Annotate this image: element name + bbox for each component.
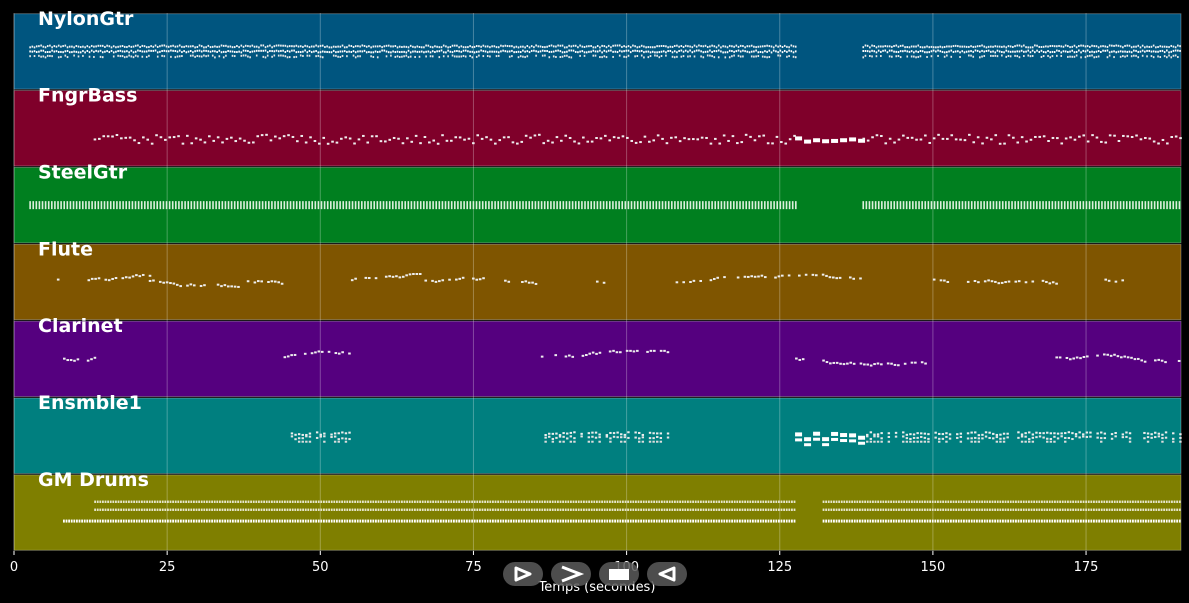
track-notes xyxy=(93,133,1182,145)
track-notes xyxy=(29,44,1181,59)
note-segment xyxy=(283,350,351,359)
triangle-left-icon xyxy=(658,566,676,582)
chevron-right-icon xyxy=(561,565,585,583)
note-segment xyxy=(87,273,152,282)
note-segment xyxy=(862,133,1182,145)
track-lane xyxy=(13,90,1182,167)
note-segment xyxy=(63,500,796,523)
note-segment xyxy=(93,133,796,145)
note-segment xyxy=(504,279,538,285)
note-segment xyxy=(1055,353,1181,364)
track-label: Ensmble1 xyxy=(38,392,142,414)
note-segment xyxy=(932,278,1058,285)
back-button[interactable] xyxy=(647,562,687,586)
track-lane xyxy=(13,474,1182,551)
note-segment xyxy=(595,280,606,284)
play-outline-icon xyxy=(514,566,532,582)
note-segment xyxy=(148,279,240,288)
note-segment xyxy=(795,357,927,367)
notes-layer xyxy=(29,44,1182,523)
track-lane xyxy=(13,320,1182,397)
x-tick-label: 50 xyxy=(312,560,329,575)
note-segment xyxy=(866,431,1182,443)
track-label: SteelGtr xyxy=(38,161,128,183)
note-segment xyxy=(350,273,422,282)
note-segment xyxy=(795,431,866,447)
track-notes xyxy=(29,201,1181,210)
grid-layer xyxy=(13,13,1087,551)
note-segment xyxy=(56,278,60,281)
labels-layer: NylonGtr FngrBass SteelGtr Flute Clarinet Ens… xyxy=(38,8,149,491)
track-label: Clarinet xyxy=(38,315,123,337)
note-segment xyxy=(795,136,866,144)
playback-controls xyxy=(503,562,693,586)
note-segment xyxy=(63,356,97,362)
note-segment xyxy=(29,44,797,59)
note-segment xyxy=(1104,278,1125,283)
x-tick-label: 25 xyxy=(159,560,176,575)
note-segment xyxy=(246,280,284,285)
track-notes xyxy=(63,500,1181,523)
x-tick-label: 175 xyxy=(1074,560,1099,575)
x-tick-label: 0 xyxy=(10,560,18,575)
track-label: NylonGtr xyxy=(38,8,134,30)
note-segment xyxy=(822,500,1181,523)
x-tick-label: 150 xyxy=(920,560,945,575)
note-segment xyxy=(29,201,797,210)
play-button[interactable] xyxy=(503,562,543,586)
track-label: Flute xyxy=(38,238,93,260)
track-lane xyxy=(13,397,1182,474)
note-segment xyxy=(424,276,485,283)
note-segment xyxy=(544,431,670,443)
stop-button[interactable] xyxy=(599,562,639,586)
note-segment xyxy=(675,273,862,284)
note-segment xyxy=(862,44,1181,59)
x-tick-label: 75 xyxy=(465,560,482,575)
note-segment xyxy=(540,349,670,358)
stop-icon xyxy=(609,569,629,580)
track-notes xyxy=(290,431,1182,447)
x-tick-label: 125 xyxy=(767,560,792,575)
note-segment xyxy=(290,431,351,443)
track-notes xyxy=(63,349,1181,367)
track-label: FngrBass xyxy=(38,85,137,107)
note-segment xyxy=(862,201,1181,210)
track-notes xyxy=(56,273,1125,288)
forward-button[interactable] xyxy=(551,562,591,586)
track-label: GM Drums xyxy=(38,469,149,491)
